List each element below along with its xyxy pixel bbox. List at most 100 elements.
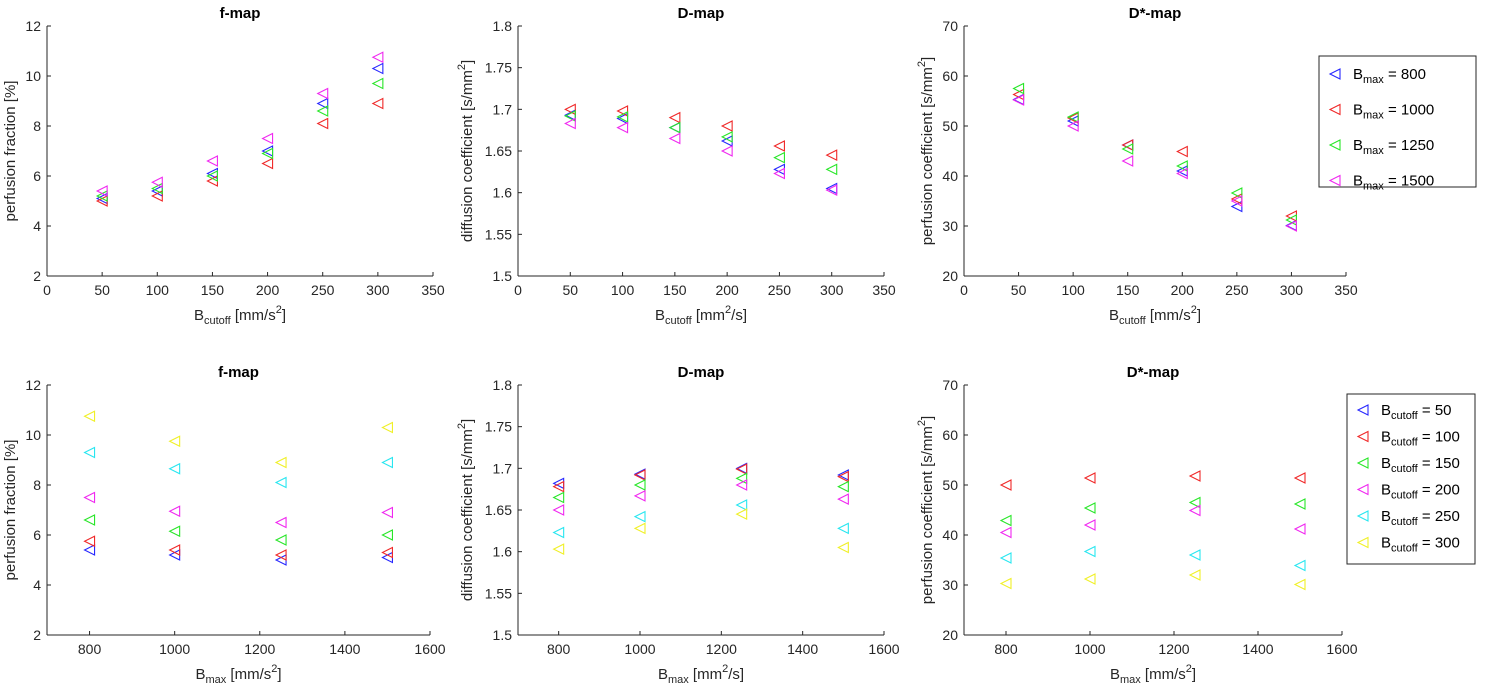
data-point — [371, 77, 384, 90]
legend-marker — [1356, 536, 1369, 549]
data-point — [1293, 523, 1306, 535]
x-tick-label: 300 — [366, 282, 390, 298]
x-tick-label: 300 — [820, 282, 844, 298]
data-point — [381, 529, 393, 541]
y-tick-label: 20 — [942, 627, 958, 643]
legend-label: Bmax = 1000 — [1353, 102, 1434, 122]
y-tick-label: 40 — [942, 527, 958, 543]
x-tick-label: 800 — [78, 641, 102, 657]
y-tick-label: 1.55 — [485, 585, 512, 601]
x-tick-label: 1600 — [1326, 641, 1357, 657]
data-point — [316, 105, 329, 117]
data-point — [206, 155, 218, 167]
x-tick-label: 150 — [201, 282, 225, 298]
x-tick-label: 350 — [1334, 282, 1358, 298]
x-tick-label: 1000 — [1074, 641, 1105, 657]
data-point — [735, 472, 748, 485]
data-point — [381, 456, 393, 469]
y-tick-label: 30 — [942, 218, 958, 234]
y-tick-label: 1.65 — [485, 502, 512, 518]
data-point — [1285, 220, 1297, 232]
x-tick-label: 1600 — [868, 641, 899, 657]
y-tick-label: 40 — [942, 168, 958, 184]
x-tick-label: 1600 — [414, 641, 445, 657]
data-point — [1293, 578, 1306, 591]
y-tick-label: 1.5 — [493, 627, 513, 643]
data-point — [825, 184, 838, 197]
data-point — [735, 463, 748, 476]
y-tick-label: 1.75 — [485, 419, 512, 435]
data-point — [773, 151, 785, 164]
legend-label: Bmax = 800 — [1353, 66, 1426, 86]
y-tick-label: 50 — [942, 118, 958, 134]
y-tick-label: 1.5 — [493, 268, 513, 284]
data-point — [616, 121, 629, 134]
data-point — [381, 421, 393, 434]
data-point — [1083, 502, 1096, 514]
data-point — [633, 489, 646, 502]
data-point — [168, 544, 181, 556]
chart-top-dstar: 0 50 100 150 200 250 300 350 20 30 40 50 60 70 D*-map B… — [916, 5, 1358, 327]
x-tick-label: 250 — [768, 282, 792, 298]
x-tick-label: 0 — [514, 282, 522, 298]
data-point — [274, 456, 287, 469]
data-point — [825, 182, 838, 195]
x-tick-label: 100 — [611, 282, 635, 298]
legend-marker — [1328, 139, 1341, 151]
data-point — [837, 480, 849, 493]
data-point — [633, 510, 646, 523]
x-tick-label: 1400 — [329, 641, 360, 657]
data-point — [381, 551, 393, 564]
data-point — [83, 410, 96, 423]
x-tick-label: 150 — [1116, 282, 1140, 298]
data-point — [168, 505, 181, 518]
x-tick-label: 1400 — [1242, 641, 1273, 657]
x-axis-label: Bcutoff [mm/s2] — [1109, 304, 1201, 327]
data-point — [633, 469, 646, 481]
legend-marker — [1356, 483, 1369, 496]
data-point — [274, 534, 287, 546]
x-tick-label: 150 — [663, 282, 687, 298]
data-point — [825, 163, 838, 176]
data-point — [552, 480, 565, 493]
y-tick-label: 10 — [25, 68, 41, 84]
y-axis-label: diffusion coefficient [s/mm2] — [456, 419, 476, 601]
chart-bottom-d: 800 1000 1200 1400 1600 1.5 1.55 1.6 1.65 1.7 1.75… — [456, 364, 900, 686]
legend-label: Bmax = 1500 — [1353, 173, 1434, 193]
y-axis-label: perfusion fraction [%] — [2, 81, 19, 222]
chart-top-d: 0 50 100 150 200 250 300 350 1.5 1.55 1.6 1.65 1.7 1.… — [456, 5, 896, 327]
y-axis-label: diffusion coefficient [s/mm2] — [456, 60, 476, 242]
y-tick-label: 10 — [25, 427, 41, 443]
data-point — [1188, 470, 1201, 482]
data-point — [999, 479, 1012, 491]
x-tick-label: 350 — [872, 282, 896, 298]
legend-marker — [1356, 510, 1369, 522]
chart-title: D*-map — [1127, 364, 1180, 381]
legend-label: Bcutoff = 50 — [1381, 402, 1452, 422]
x-tick-label: 200 — [256, 282, 280, 298]
x-tick-label: 300 — [1280, 282, 1304, 298]
data-point — [837, 522, 849, 535]
data-point — [168, 525, 181, 538]
y-tick-label: 1.8 — [493, 377, 513, 393]
data-point — [371, 51, 384, 64]
data-point — [381, 506, 393, 519]
data-point — [735, 499, 748, 511]
data-point — [720, 130, 733, 143]
data-point — [1230, 195, 1243, 207]
x-tick-label: 200 — [1171, 282, 1195, 298]
x-tick-label: 200 — [715, 282, 739, 298]
legend-label: Bcutoff = 100 — [1381, 429, 1460, 449]
data-point — [999, 577, 1012, 590]
data-point — [616, 110, 629, 123]
data-point — [720, 145, 733, 157]
legend-label: Bcutoff = 250 — [1381, 508, 1460, 528]
data-point — [168, 462, 181, 475]
data-point — [1012, 82, 1025, 95]
y-tick-label: 60 — [942, 427, 958, 443]
x-tick-label: 1400 — [787, 641, 818, 657]
chart-top-f: 0 50 100 150 200 250 300 350 2 4 6 8 10 12 f-map Bcutof… — [2, 5, 445, 327]
data-point — [633, 479, 646, 491]
x-tick-label: 0 — [43, 282, 51, 298]
